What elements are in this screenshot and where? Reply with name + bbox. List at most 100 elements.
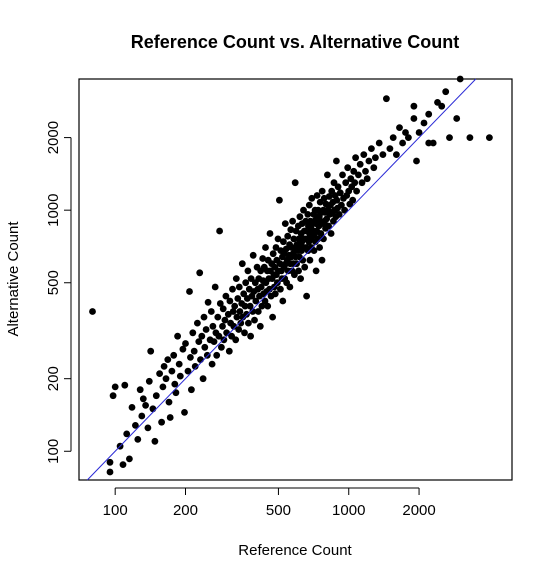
data-point (236, 308, 244, 315)
data-point (281, 220, 289, 228)
data-point (210, 338, 218, 345)
data-point (324, 171, 331, 179)
data-point (415, 129, 423, 136)
data-point (233, 313, 241, 321)
x-tick-label: 1000 (332, 502, 365, 519)
data-point (327, 230, 335, 237)
data-point (149, 405, 157, 413)
data-point (230, 322, 238, 330)
data-point (170, 351, 178, 359)
data-point (325, 193, 333, 200)
data-point (162, 375, 170, 383)
data-point (145, 377, 153, 385)
data-point (393, 151, 400, 159)
data-point (438, 102, 446, 110)
data-point (232, 275, 240, 282)
data-point (341, 206, 348, 214)
data-point (200, 313, 208, 321)
data-point (301, 263, 309, 271)
data-point (291, 179, 299, 187)
data-point (295, 267, 302, 275)
data-point (303, 292, 310, 300)
data-point (138, 412, 146, 420)
data-point (234, 295, 242, 302)
data-point (139, 395, 147, 403)
data-point (306, 256, 314, 264)
data-point (190, 347, 198, 355)
data-point (136, 386, 144, 394)
data-point (125, 455, 133, 463)
data-point (420, 119, 428, 127)
y-tick-label: 200 (45, 366, 62, 391)
data-point (241, 302, 249, 310)
data-point (186, 288, 193, 295)
data-point (317, 230, 325, 237)
data-point (207, 308, 215, 315)
x-tick-label: 2000 (402, 502, 435, 519)
x-tick-label: 200 (173, 502, 198, 519)
data-point (320, 235, 327, 243)
data-point (199, 375, 207, 383)
data-point (229, 308, 237, 315)
data-point (132, 422, 139, 429)
data-point (266, 230, 274, 237)
data-point (111, 383, 119, 391)
data-point (247, 332, 255, 340)
data-point (216, 300, 224, 307)
data-point (286, 283, 294, 291)
x-tick-label: 100 (103, 502, 128, 519)
x-tick-label: 500 (266, 502, 291, 519)
data-point (413, 157, 420, 165)
data-point (179, 345, 187, 353)
data-point (272, 244, 280, 251)
y-tick-label: 1000 (45, 194, 62, 227)
data-point (244, 267, 252, 275)
data-point (351, 179, 359, 187)
data-point (335, 211, 343, 218)
data-point (456, 75, 464, 83)
data-point (235, 283, 243, 291)
data-point (349, 196, 357, 204)
data-point (106, 458, 114, 466)
reference-line (86, 78, 477, 481)
data-point (89, 308, 96, 315)
data-point (362, 167, 369, 175)
data-point (208, 360, 216, 368)
data-point (410, 102, 418, 110)
x-axis: 100 200 500 1000 2000 (103, 487, 436, 519)
data-point (187, 354, 194, 361)
data-point (375, 139, 383, 147)
data-point (152, 392, 160, 400)
data-point (425, 110, 433, 118)
data-point (182, 340, 189, 347)
data-point (191, 363, 199, 370)
data-point (220, 336, 228, 344)
data-point (165, 398, 173, 406)
data-point (214, 313, 222, 321)
data-point (372, 154, 379, 162)
data-point (188, 386, 195, 394)
data-point (213, 351, 221, 359)
data-point (290, 235, 298, 243)
data-point (196, 269, 204, 277)
data-point (296, 213, 304, 221)
data-point (198, 332, 206, 340)
data-point (383, 95, 390, 103)
data-point (399, 139, 406, 147)
data-point (232, 336, 240, 344)
y-tick-label: 500 (45, 270, 62, 295)
data-point (358, 179, 366, 187)
data-point (176, 372, 184, 380)
data-point (168, 367, 176, 375)
plot-frame (78, 78, 513, 481)
data-point (235, 326, 243, 333)
data-point (257, 283, 265, 291)
data-point (486, 134, 493, 142)
data-point (308, 194, 316, 202)
data-point (386, 145, 394, 153)
data-point (121, 381, 129, 389)
data-point (231, 302, 239, 310)
data-point (310, 247, 318, 255)
data-point (128, 404, 136, 411)
